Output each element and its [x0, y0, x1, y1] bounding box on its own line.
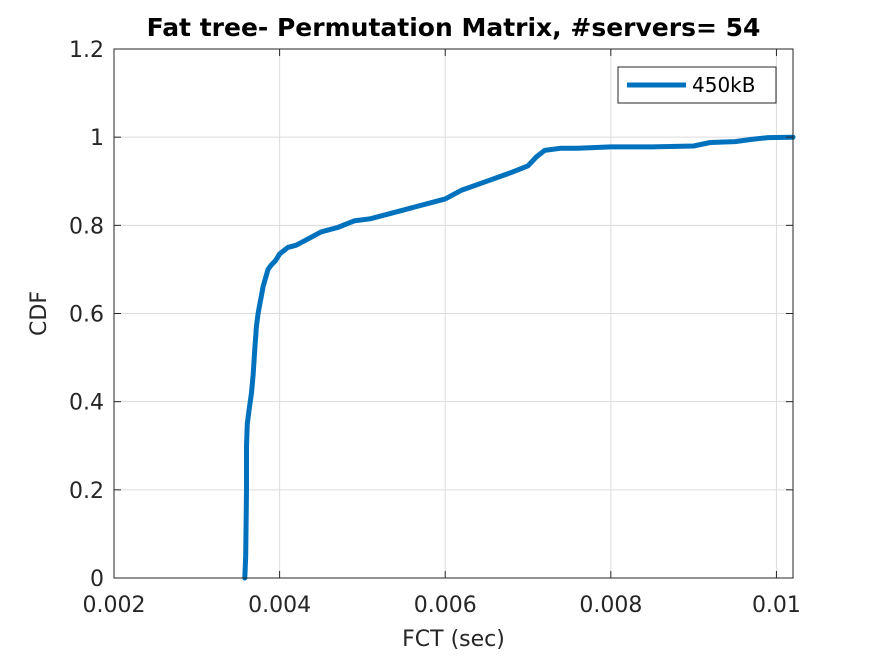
x-tick-label: 0.002 — [83, 593, 146, 618]
chart-title: Fat tree- Permutation Matrix, #servers= … — [147, 13, 761, 42]
y-tick-label: 0.6 — [69, 303, 104, 328]
x-tick-label: 0.006 — [414, 593, 477, 618]
series-layer — [242, 134, 796, 581]
y-tick-labels: 0 0.2 0.4 0.6 0.8 1 1.2 — [69, 38, 104, 592]
y-tick-label: 1 — [90, 126, 104, 151]
y-tick-label: 0.8 — [69, 214, 104, 239]
legend-entry-450kb: 450kB — [692, 73, 755, 97]
x-axis-label: FCT (sec) — [402, 627, 505, 652]
x-tick-labels: 0.002 0.004 0.006 0.008 0.01 — [83, 593, 801, 618]
x-tick-label: 0.008 — [579, 593, 642, 618]
y-axis-label: CDF — [27, 291, 52, 336]
y-tick-label: 1.2 — [69, 38, 104, 63]
series-line-450kb — [242, 134, 796, 581]
legend: 450kB — [617, 66, 777, 104]
x-tick-label: 0.01 — [752, 593, 801, 618]
x-tick-label: 0.004 — [248, 593, 311, 618]
y-tick-label: 0.4 — [69, 391, 104, 416]
y-tick-label: 0 — [90, 567, 104, 592]
tick-marks — [113, 48, 793, 579]
y-tick-label: 0.2 — [69, 479, 104, 504]
